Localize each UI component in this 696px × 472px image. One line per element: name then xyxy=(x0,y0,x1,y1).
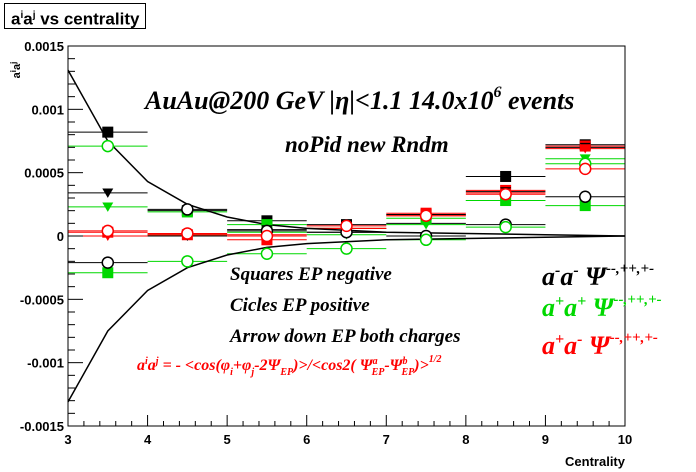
legend: a-a- Ψ--,++,+-a+a+ Ψ--,++,+- a+a- Ψ--,++,… xyxy=(542,261,662,360)
x-tick-label: 9 xyxy=(542,432,549,447)
y-tick-label: 0.0005 xyxy=(24,166,64,181)
chart-title: aiaj vs centrality xyxy=(4,3,147,29)
y-axis-label: aiaj xyxy=(9,62,23,79)
y-tick-label: -0.0005 xyxy=(20,292,64,307)
y-tick-label: 0.0015 xyxy=(24,39,64,54)
data-point-triangle xyxy=(579,144,591,154)
data-point-circle xyxy=(499,187,512,201)
annotation-line2: noPid new Rndm xyxy=(285,132,449,157)
data-point-circle xyxy=(181,255,194,268)
data-point-circle xyxy=(419,233,433,247)
annotation-line1: AuAu@200 GeV |η|<1.1 14.0x106 events xyxy=(143,84,574,115)
data-point-circle xyxy=(578,162,592,176)
note-arrows: Arrow down EP both charges xyxy=(229,326,461,347)
data-point-square xyxy=(102,126,114,138)
data-point-circle xyxy=(101,139,115,153)
data-point-square xyxy=(579,200,591,212)
x-tick-label: 3 xyxy=(64,432,71,447)
data-point-circle xyxy=(499,220,512,234)
data-point-square xyxy=(261,219,273,231)
data-point-circle xyxy=(578,190,592,203)
legend-entry: a+a+ Ψ--,++,+- xyxy=(542,292,662,322)
data-point-triangle xyxy=(102,202,114,212)
legend-entry: a-a- Ψ--,++,+- xyxy=(542,261,654,291)
x-tick-label: 5 xyxy=(224,432,231,447)
axis-ticks: 3 4 5 6 7 8 9 10 -0.0015 -0.001 -0.0005 0 0.0005 0.00… xyxy=(20,39,632,447)
x-tick-label: 7 xyxy=(383,432,390,447)
data-point-circle xyxy=(419,209,433,222)
x-tick-label: 6 xyxy=(303,432,310,447)
y-tick-label: 0 xyxy=(57,229,64,244)
data-point-circle xyxy=(340,242,353,255)
data-point-circle xyxy=(101,224,115,238)
x-tick-label: 10 xyxy=(618,432,632,447)
data-point-circle xyxy=(260,229,274,243)
data-point-square xyxy=(102,267,114,279)
data-point-circle xyxy=(260,247,274,260)
data-point-triangle xyxy=(102,188,114,198)
note-squares: Squares EP negative xyxy=(230,264,392,285)
data-point-square xyxy=(500,170,512,182)
x-tick-label: 4 xyxy=(144,432,152,447)
note-circles: Cicles EP positive xyxy=(230,295,370,316)
data-point-circle xyxy=(101,256,115,269)
formula: aiaj = - <cos(φi+φj-2ΨEP)>/<cos2( Ψa EP-Ψ… xyxy=(137,354,441,378)
y-tick-label: 0.001 xyxy=(31,102,64,117)
y-tick-label: -0.0015 xyxy=(20,419,64,434)
legend-entry: a+a- Ψ--,++,+- xyxy=(542,330,658,360)
x-axis-label: Centrality xyxy=(565,454,626,469)
data-markers xyxy=(101,126,592,279)
data-point-circle xyxy=(340,219,353,233)
y-tick-label: -0.001 xyxy=(27,356,64,371)
x-tick-label: 8 xyxy=(462,432,469,447)
data-point-circle xyxy=(181,227,194,240)
data-point-circle xyxy=(181,203,194,216)
fit-curve xyxy=(67,235,626,403)
data-point-triangle xyxy=(420,220,432,230)
